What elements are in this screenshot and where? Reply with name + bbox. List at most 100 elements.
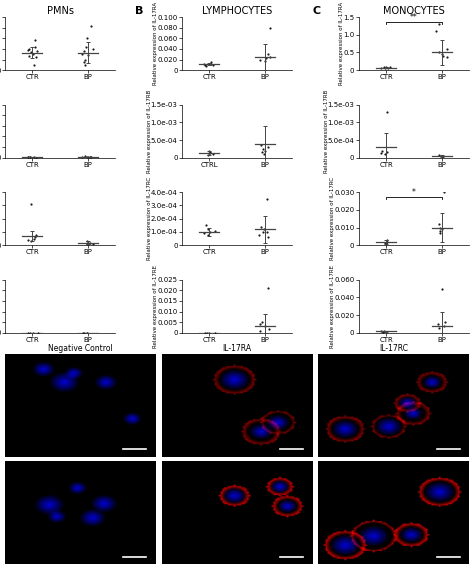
Point <box>379 327 386 336</box>
Point <box>383 63 390 72</box>
Point <box>30 153 37 162</box>
Point <box>440 188 448 197</box>
Point <box>30 50 37 59</box>
Point <box>84 153 92 162</box>
Title: LYMPHOCYTES: LYMPHOCYTES <box>202 6 272 17</box>
Point <box>205 146 213 155</box>
Point <box>386 62 394 71</box>
Point <box>438 152 446 161</box>
Point <box>261 56 269 65</box>
Point <box>380 327 388 336</box>
Point <box>266 23 274 32</box>
Point <box>33 53 40 62</box>
Point <box>206 148 214 157</box>
Y-axis label: Relative expression of IL-17RB: Relative expression of IL-17RB <box>146 89 152 173</box>
Point <box>263 54 270 63</box>
Point <box>379 146 386 155</box>
Point <box>437 229 444 238</box>
Point <box>379 327 387 336</box>
Point <box>34 47 41 56</box>
Point <box>383 107 391 116</box>
Point <box>436 324 443 333</box>
Point <box>261 146 269 155</box>
Point <box>206 227 213 237</box>
Point <box>27 237 35 246</box>
Point <box>205 230 212 239</box>
Point <box>87 152 95 161</box>
Point <box>381 239 389 248</box>
Point <box>34 328 42 337</box>
Point <box>24 235 32 245</box>
Point <box>83 34 91 43</box>
Point <box>382 63 389 72</box>
Point <box>210 149 217 158</box>
Point <box>26 153 33 162</box>
Point <box>27 47 35 56</box>
Point <box>258 148 266 157</box>
Point <box>24 46 31 55</box>
Point <box>211 328 219 337</box>
Point <box>435 19 443 29</box>
Point <box>211 226 219 235</box>
Point <box>443 44 450 54</box>
Point <box>256 320 264 329</box>
Point <box>25 52 32 61</box>
Point <box>377 64 385 73</box>
Point <box>26 328 34 337</box>
Point <box>260 227 267 237</box>
Point <box>377 149 385 158</box>
Point <box>438 225 446 234</box>
Point <box>200 229 208 238</box>
Point <box>81 55 88 64</box>
Point <box>383 148 391 157</box>
Point <box>258 89 266 99</box>
Y-axis label: Relative expression of IL-17RC: Relative expression of IL-17RC <box>330 177 335 260</box>
Point <box>30 234 37 243</box>
Point <box>25 153 32 162</box>
Point <box>264 233 272 242</box>
Point <box>443 52 451 62</box>
Point <box>201 61 209 70</box>
Point <box>24 153 32 162</box>
Point <box>207 60 214 69</box>
Point <box>204 150 211 160</box>
Point <box>86 239 94 248</box>
Point <box>438 50 446 59</box>
Point <box>260 225 267 234</box>
Point <box>432 27 440 36</box>
Point <box>382 238 390 247</box>
Point <box>27 153 34 162</box>
Point <box>84 51 92 60</box>
Point <box>79 152 86 161</box>
Point <box>264 227 271 237</box>
Point <box>81 47 88 56</box>
Title: Negative Control: Negative Control <box>48 344 112 353</box>
Point <box>24 328 31 337</box>
Point <box>380 62 388 71</box>
Point <box>205 328 213 337</box>
Point <box>439 51 447 60</box>
Point <box>83 237 91 246</box>
Point <box>382 239 390 248</box>
Point <box>263 194 270 203</box>
Point <box>438 152 446 161</box>
Text: B: B <box>135 6 144 17</box>
Point <box>258 317 266 327</box>
Point <box>261 322 269 331</box>
Point <box>204 225 211 234</box>
Point <box>265 324 273 333</box>
Point <box>384 63 392 72</box>
Point <box>79 328 86 337</box>
Point <box>261 149 268 158</box>
Point <box>83 328 91 337</box>
Point <box>383 237 391 246</box>
Point <box>440 321 447 330</box>
Point <box>79 50 86 59</box>
Point <box>80 328 88 337</box>
Point <box>82 42 89 51</box>
Point <box>438 152 446 161</box>
Point <box>30 60 37 70</box>
Point <box>383 235 391 245</box>
Y-axis label: Relative expression of IL-17RB: Relative expression of IL-17RB <box>324 89 328 173</box>
Point <box>83 153 91 162</box>
